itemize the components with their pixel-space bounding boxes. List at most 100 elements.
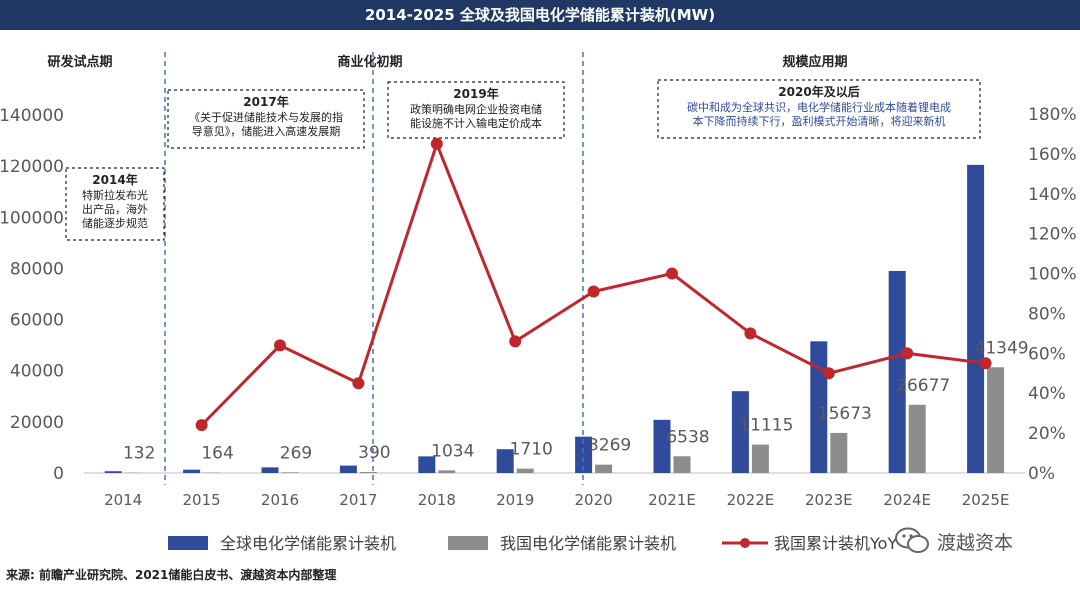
phase-header: 研发试点期	[47, 54, 112, 70]
phase-header: 规模应用期	[782, 54, 847, 70]
data-label: 15673	[818, 404, 872, 424]
bar-global	[575, 436, 593, 473]
y-right-tick-label: 0%	[1028, 464, 1055, 484]
data-label: 1034	[431, 441, 474, 461]
x-tick-label: 2016	[261, 491, 299, 509]
bar-china	[908, 404, 926, 473]
legend-label: 我国电化学储能累计装机	[500, 534, 676, 553]
bar-global	[261, 467, 279, 473]
annotation-line: 能设施不计入输电定价成本	[410, 116, 542, 130]
bar-global	[888, 270, 906, 473]
data-label: 6538	[666, 427, 709, 447]
yoy-point	[587, 285, 600, 298]
x-tick-label: 2021E	[648, 491, 696, 509]
wechat-icon	[895, 527, 929, 555]
bar-global	[183, 469, 201, 473]
phase-header: 商业化初期	[337, 54, 402, 70]
annotation-box	[167, 89, 365, 149]
yoy-point	[979, 357, 992, 370]
y-right-tick-label: 40%	[1028, 384, 1066, 404]
yoy-point	[822, 367, 835, 380]
annotation-line: 政策明确电网企业投资电储	[410, 102, 542, 116]
y-left-tick-label: 40000	[10, 362, 64, 382]
y-right-tick-label: 160%	[1028, 145, 1077, 165]
watermark-text: 渡越资本	[937, 531, 1014, 554]
chart-canvas: 0 20000 40000 60000 80000 100000 120000 140000 0…	[0, 52, 1077, 553]
data-label: 132	[123, 444, 155, 464]
y-left-tick-label: 120000	[0, 157, 64, 177]
legend-marker	[740, 538, 750, 548]
y-left-tick-label: 140000	[0, 106, 64, 126]
annotation-line: 导意见》，储能进入高速发展期	[192, 124, 341, 138]
y-right-tick-label: 80%	[1028, 304, 1066, 324]
y-left-tick-label: 80000	[10, 259, 64, 279]
y-left-tick-label: 60000	[10, 311, 64, 331]
bar-china	[595, 464, 613, 473]
bar-global	[104, 471, 122, 473]
y-left-tick-label: 20000	[10, 413, 64, 433]
annotation-title: 2020年及以后	[778, 84, 859, 99]
legend-swatch	[448, 536, 488, 550]
annotation-box	[65, 167, 165, 241]
annotation-title: 2014年	[92, 172, 137, 187]
data-label: 164	[201, 444, 233, 464]
x-tick-label: 2018	[418, 491, 456, 509]
bar-china	[987, 367, 1005, 473]
bar-global	[653, 419, 671, 473]
annotation-line: 碳中和成为全球共识，电化学储能行业成本随着锂电成	[687, 100, 951, 114]
yoy-point	[430, 137, 443, 150]
bar-global	[418, 456, 436, 473]
y-right-tick-label: 60%	[1028, 344, 1066, 364]
x-tick-label: 2015	[183, 491, 221, 509]
yoy-point	[509, 335, 522, 348]
x-tick-label: 2024E	[883, 491, 931, 509]
x-tick-label: 2020	[575, 491, 613, 509]
annotation-line: 储能逐步规范	[82, 216, 148, 230]
y-right-tick-label: 100%	[1028, 265, 1077, 285]
bar-china	[359, 472, 377, 473]
x-tick-label: 2023E	[805, 491, 853, 509]
y-left-tick-label: 100000	[0, 208, 64, 228]
annotation-box	[387, 81, 565, 139]
bar-china	[281, 472, 299, 473]
y-right-tick-label: 120%	[1028, 225, 1077, 245]
bar-global	[967, 164, 985, 473]
data-label: 41349	[975, 338, 1029, 358]
yoy-point	[744, 327, 757, 340]
bar-china	[516, 468, 534, 473]
yoy-point	[352, 377, 365, 390]
annotation-line: 本下降而持续下行，盈利模式开始清晰，将迎来新机	[693, 114, 946, 128]
annotation-line: 特斯拉发布光	[82, 188, 148, 202]
source-note: 来源: 前瞻产业研究院、2021储能白皮书、渡越资本内部整理	[6, 568, 337, 582]
annotation-line: 《关于促进储能技术与发展的指	[189, 110, 343, 124]
y-right-tick-label: 20%	[1028, 424, 1066, 444]
legend-swatch	[168, 536, 208, 550]
bar-china	[438, 470, 456, 473]
x-tick-label: 2025E	[962, 491, 1010, 509]
bar-global	[496, 449, 514, 473]
x-tick-label: 2017	[339, 491, 377, 509]
bar-china	[751, 444, 769, 473]
x-tick-label: 2022E	[727, 491, 775, 509]
bar-china	[673, 456, 691, 473]
annotation-title: 2017年	[243, 94, 288, 109]
yoy-point	[274, 339, 286, 352]
y-right-tick-label: 180%	[1028, 105, 1077, 125]
x-tick-label: 2019	[496, 491, 534, 509]
data-label: 269	[280, 443, 312, 463]
annotation-title: 2019年	[453, 86, 498, 101]
yoy-point	[195, 419, 208, 432]
legend-label: 我国累计装机YoY	[774, 534, 897, 553]
x-tick-label: 2014	[104, 491, 142, 509]
data-label: 3269	[588, 436, 631, 456]
y-left-tick-label: 0	[53, 464, 64, 484]
annotation-line: 出产品，海外	[82, 202, 148, 216]
data-label: 1710	[510, 440, 553, 460]
yoy-point	[901, 347, 914, 360]
yoy-line	[200, 139, 986, 427]
annotation-box	[657, 79, 981, 139]
data-label: 11115	[739, 416, 793, 436]
bar-global	[339, 465, 357, 473]
data-label: 390	[358, 443, 390, 463]
y-right-tick-label: 140%	[1028, 185, 1077, 205]
